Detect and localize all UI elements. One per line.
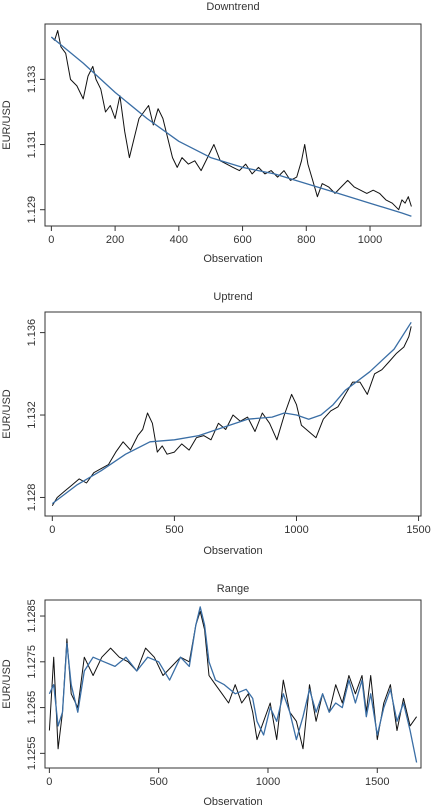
trend-line	[51, 321, 412, 505]
x-tick-label: 500	[165, 524, 183, 536]
x-tick-label: 800	[297, 234, 315, 246]
plot-frame	[44, 599, 422, 769]
y-tick-label: 1.136	[26, 319, 38, 347]
x-axis-label: Observation	[203, 796, 262, 808]
price-line	[51, 326, 412, 506]
y-tick-label: 1.132	[26, 401, 38, 429]
chart-title: Downtrend	[206, 1, 259, 13]
x-tick-label: 200	[106, 234, 124, 246]
y-axis-label: EUR/USD	[1, 389, 13, 439]
y-tick-label: 1.129	[26, 196, 38, 224]
x-tick-label: 400	[170, 234, 188, 246]
x-tick-label: 600	[233, 234, 251, 246]
y-tick-label: 1.1275	[26, 645, 38, 679]
y-tick-label: 1.1285	[26, 599, 38, 633]
x-tick-label: 1000	[284, 524, 308, 536]
x-axis-label: Observation	[203, 253, 262, 265]
y-tick-label: 1.133	[26, 66, 38, 94]
x-tick-label: 1500	[365, 776, 389, 788]
plot-frame	[44, 311, 422, 517]
x-tick-label: 500	[149, 776, 167, 788]
plot-frame	[44, 23, 422, 227]
y-tick-label: 1.131	[26, 131, 38, 159]
y-axis-label: EUR/USD	[1, 100, 13, 150]
x-tick-label: 0	[49, 524, 55, 536]
y-tick-label: 1.128	[26, 484, 38, 512]
y-tick-label: 1.1255	[26, 737, 38, 771]
y-axis-label: EUR/USD	[1, 659, 13, 709]
x-tick-label: 1000	[358, 234, 382, 246]
y-tick-label: 1.1265	[26, 691, 38, 725]
price-line	[48, 610, 418, 750]
x-tick-label: 1500	[406, 524, 430, 536]
price-line	[51, 30, 412, 211]
trend-line	[50, 36, 412, 217]
x-axis-label: Observation	[203, 545, 262, 557]
x-tick-label: 1000	[256, 776, 280, 788]
chart-title: Uptrend	[213, 291, 252, 303]
x-tick-label: 0	[46, 776, 52, 788]
chart-title: Range	[217, 583, 249, 595]
trend-line	[48, 606, 418, 763]
x-tick-label: 0	[48, 234, 54, 246]
